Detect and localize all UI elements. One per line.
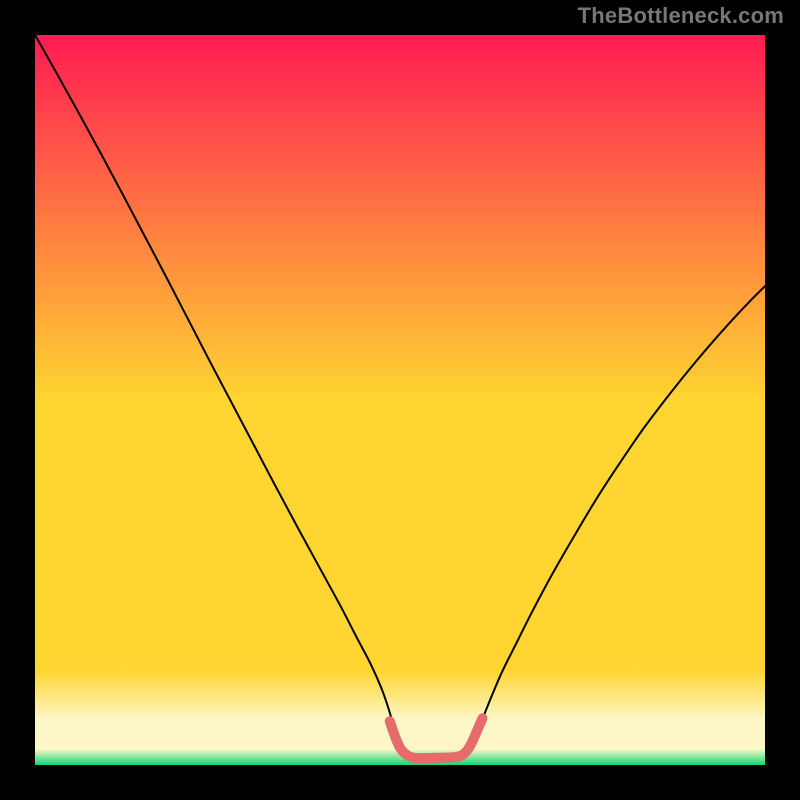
plot-area [35,35,765,765]
chart-svg [35,35,765,765]
chart-frame: TheBottleneck.com [0,0,800,800]
watermark-text: TheBottleneck.com [578,3,784,29]
gradient-background [35,35,765,765]
